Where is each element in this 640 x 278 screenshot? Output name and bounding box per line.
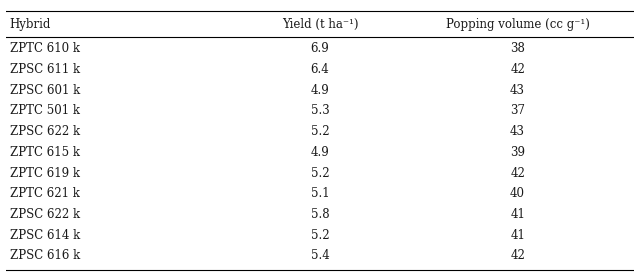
Text: 39: 39: [510, 146, 525, 159]
Text: 40: 40: [510, 187, 525, 200]
Text: ZPSC 611 k: ZPSC 611 k: [10, 63, 79, 76]
Text: 41: 41: [510, 229, 525, 242]
Text: 42: 42: [510, 63, 525, 76]
Text: 5.4: 5.4: [310, 249, 330, 262]
Text: 6.9: 6.9: [310, 42, 330, 55]
Text: 4.9: 4.9: [310, 84, 330, 97]
Text: ZPTC 615 k: ZPTC 615 k: [10, 146, 79, 159]
Text: ZPSC 616 k: ZPSC 616 k: [10, 249, 80, 262]
Text: ZPSC 622 k: ZPSC 622 k: [10, 208, 79, 221]
Text: ZPSC 622 k: ZPSC 622 k: [10, 125, 79, 138]
Text: 5.2: 5.2: [310, 167, 330, 180]
Text: 38: 38: [510, 42, 525, 55]
Text: ZPSC 614 k: ZPSC 614 k: [10, 229, 80, 242]
Text: Popping volume (cc g⁻¹): Popping volume (cc g⁻¹): [445, 18, 589, 31]
Text: ZPTC 610 k: ZPTC 610 k: [10, 42, 79, 55]
Text: 42: 42: [510, 249, 525, 262]
Text: 37: 37: [510, 105, 525, 117]
Text: 41: 41: [510, 208, 525, 221]
Text: ZPTC 501 k: ZPTC 501 k: [10, 105, 79, 117]
Text: 5.2: 5.2: [310, 229, 330, 242]
Text: ZPSC 601 k: ZPSC 601 k: [10, 84, 80, 97]
Text: ZPTC 621 k: ZPTC 621 k: [10, 187, 79, 200]
Text: Yield (t ha⁻¹): Yield (t ha⁻¹): [282, 18, 358, 31]
Text: 5.8: 5.8: [310, 208, 330, 221]
Text: 5.2: 5.2: [310, 125, 330, 138]
Text: 5.3: 5.3: [310, 105, 330, 117]
Text: 6.4: 6.4: [310, 63, 330, 76]
Text: 43: 43: [510, 84, 525, 97]
Text: 42: 42: [510, 167, 525, 180]
Text: ZPTC 619 k: ZPTC 619 k: [10, 167, 79, 180]
Text: 4.9: 4.9: [310, 146, 330, 159]
Text: 43: 43: [510, 125, 525, 138]
Text: Hybrid: Hybrid: [10, 18, 51, 31]
Text: 5.1: 5.1: [310, 187, 330, 200]
